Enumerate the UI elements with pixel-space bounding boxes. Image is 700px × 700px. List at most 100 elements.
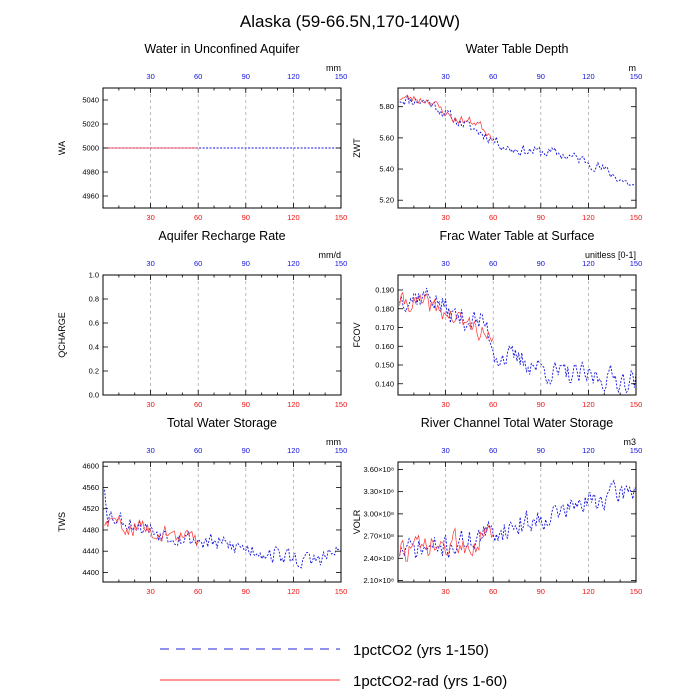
legend: 1pctCO2 (yrs 1-150) 1pctCO2-rad (yrs 1-6… — [160, 642, 507, 690]
panel-4-title: Frac Water Table at Surface — [440, 229, 595, 243]
panel-6-xtick-label-bottom: 60 — [489, 587, 497, 596]
panel-5-ytick-label: 4520 — [82, 504, 99, 513]
panel-2-ytick-label: 5.60 — [379, 133, 394, 142]
panel-1-ylabel: WA — [57, 141, 67, 155]
panel-1-xtick-label-top: 60 — [194, 72, 202, 81]
panel-3-xtick-label-top: 30 — [146, 259, 154, 268]
panel-5-ytick-label: 4440 — [82, 547, 99, 556]
panel-2-xtick-label-bottom: 60 — [489, 213, 497, 222]
panel-6-ytick-label: 3.60×10⁸ — [364, 465, 394, 474]
figure-title: Alaska (59-66.5N,170-140W) — [240, 12, 460, 31]
panel-6-ytick-label: 2.40×10⁸ — [364, 554, 394, 563]
panel-6-xtick-label-bottom: 90 — [537, 587, 545, 596]
panel-4-xtick-label-top: 150 — [630, 259, 643, 268]
panel-5-xtick-label-top: 150 — [335, 446, 348, 455]
panel-6-title: River Channel Total Water Storage — [421, 416, 614, 430]
panel-3-xtick-label-bottom: 150 — [335, 400, 348, 409]
panel-5-unit: mm — [326, 437, 341, 447]
panel-4-ytick-label: 0.190 — [375, 286, 394, 295]
panel-3-ytick-label: 0.2 — [89, 367, 99, 376]
panel-3-ytick-label: 0.8 — [89, 295, 99, 304]
panel-4-series-1pctco2-rad — [399, 291, 494, 343]
panel-5-frame — [102, 461, 342, 583]
panel-5-xtick-label-bottom: 90 — [242, 587, 250, 596]
panel-1-xtick-label-bottom: 30 — [146, 213, 154, 222]
panel-1-xtick-label-bottom: 60 — [194, 213, 202, 222]
panel-1-ytick-label: 5000 — [82, 144, 99, 153]
panel-2-xtick-label-top: 60 — [489, 72, 497, 81]
panel-5-xtick-label-bottom: 120 — [287, 587, 300, 596]
panel-6-ytick-label: 2.70×10⁸ — [364, 532, 394, 541]
panel-5: Total Water Storage mm TWS 4400 4440 4480 4520… — [57, 416, 347, 596]
panel-6-xtick-label-bottom: 120 — [582, 587, 595, 596]
panel-4-xtick-label-bottom: 90 — [537, 400, 545, 409]
panel-3-xtick-label-top: 90 — [242, 259, 250, 268]
panel-2-xtick-label-bottom: 120 — [582, 213, 595, 222]
panel-3-xtick-label-bottom: 60 — [194, 400, 202, 409]
panel-3-frame — [102, 274, 342, 396]
panel-2-title: Water Table Depth — [466, 42, 569, 56]
panel-2-ylabel: ZWT — [352, 138, 362, 158]
panel-3-xtick-label-top: 120 — [287, 259, 300, 268]
panel-4-frame — [397, 274, 637, 396]
panel-2: Water Table Depth m ZWT 5.20 5.40 5.60 5.80 30 3… — [352, 42, 642, 222]
panel-6-xtick-label-top: 150 — [630, 446, 643, 455]
panel-3-ytick-label: 0.4 — [89, 343, 99, 352]
panel-6-series-1pctco2-rad — [399, 524, 494, 562]
panel-4-xtick-label-bottom: 150 — [630, 400, 643, 409]
panel-3-ytick-label: 1.0 — [89, 271, 99, 280]
panel-3-ytick-label: 0.6 — [89, 319, 99, 328]
panel-2-unit: m — [629, 63, 637, 73]
panel-6-xtick-label-top: 120 — [582, 446, 595, 455]
panel-5-xtick-label-top: 120 — [287, 446, 300, 455]
panel-3-unit: mm/d — [319, 250, 342, 260]
panel-5-ytick-label: 4560 — [82, 483, 99, 492]
panel-3-ytick-label: 0.0 — [89, 391, 99, 400]
panel-1-ytick-label: 4980 — [82, 168, 99, 177]
panel-4-xtick-label-bottom: 30 — [441, 400, 449, 409]
panel-6-ytick-label: 3.00×10⁸ — [364, 509, 394, 518]
panel-6-xtick-label-top: 90 — [537, 446, 545, 455]
panel-2-series-1pctco2 — [399, 94, 637, 186]
panel-5-xtick-label-bottom: 150 — [335, 587, 348, 596]
panel-2-xtick-label-bottom: 150 — [630, 213, 643, 222]
panel-1-title: Water in Unconfined Aquifer — [144, 42, 299, 56]
panel-5-xtick-label-top: 90 — [242, 446, 250, 455]
panel-2-xtick-label-top: 150 — [630, 72, 643, 81]
panel-5-xtick-label-bottom: 60 — [194, 587, 202, 596]
panel-1-xtick-label-bottom: 120 — [287, 213, 300, 222]
panel-3-xtick-label-bottom: 30 — [146, 400, 154, 409]
panel-6-ylabel: VOLR — [352, 509, 362, 534]
panel-1-xtick-label-top: 30 — [146, 72, 154, 81]
panel-4-xtick-label-top: 30 — [441, 259, 449, 268]
panel-6-unit: m3 — [623, 437, 636, 447]
panel-5-ytick-label: 4600 — [82, 462, 99, 471]
panel-5-xtick-label-top: 30 — [146, 446, 154, 455]
panel-6-frame — [397, 461, 637, 583]
panel-6-xtick-label-bottom: 30 — [441, 587, 449, 596]
panel-5-ytick-label: 4480 — [82, 525, 99, 534]
panel-4-xtick-label-bottom: 60 — [489, 400, 497, 409]
panel-6-xtick-label-top: 60 — [489, 446, 497, 455]
legend-label-1pctco2-rad: 1pctCO2-rad (yrs 1-60) — [353, 673, 507, 690]
panel-4-xtick-label-bottom: 120 — [582, 400, 595, 409]
panel-1-unit: mm — [326, 63, 341, 73]
panel-4-series-1pctco2 — [399, 287, 637, 394]
panel-3-xtick-label-top: 60 — [194, 259, 202, 268]
panel-6: River Channel Total Water Storagem3VOLR2… — [352, 416, 642, 596]
panel-4-ytick-label: 0.160 — [375, 342, 394, 351]
panel-4-ylabel: FCOV — [352, 322, 362, 347]
panel-4-ytick-label: 0.180 — [375, 304, 394, 313]
panels: Water in Unconfined Aquifer mm WA 4960 4980 5… — [57, 42, 642, 596]
panel-2-frame — [397, 87, 637, 209]
panel-4-xtick-label-top: 60 — [489, 259, 497, 268]
panel-5-series-1pctco2 — [104, 489, 342, 569]
panel-1-ytick-label: 5040 — [82, 96, 99, 105]
panel-1-ytick-label: 4960 — [82, 192, 99, 201]
panel-4-ytick-label: 0.150 — [375, 361, 394, 370]
panel-4-xtick-label-top: 90 — [537, 259, 545, 268]
panel-4-ytick-label: 0.170 — [375, 323, 394, 332]
panel-3-xtick-label-bottom: 90 — [242, 400, 250, 409]
panel-5-series-1pctco2-rad — [104, 515, 199, 547]
panel-2-xtick-label-bottom: 90 — [537, 213, 545, 222]
